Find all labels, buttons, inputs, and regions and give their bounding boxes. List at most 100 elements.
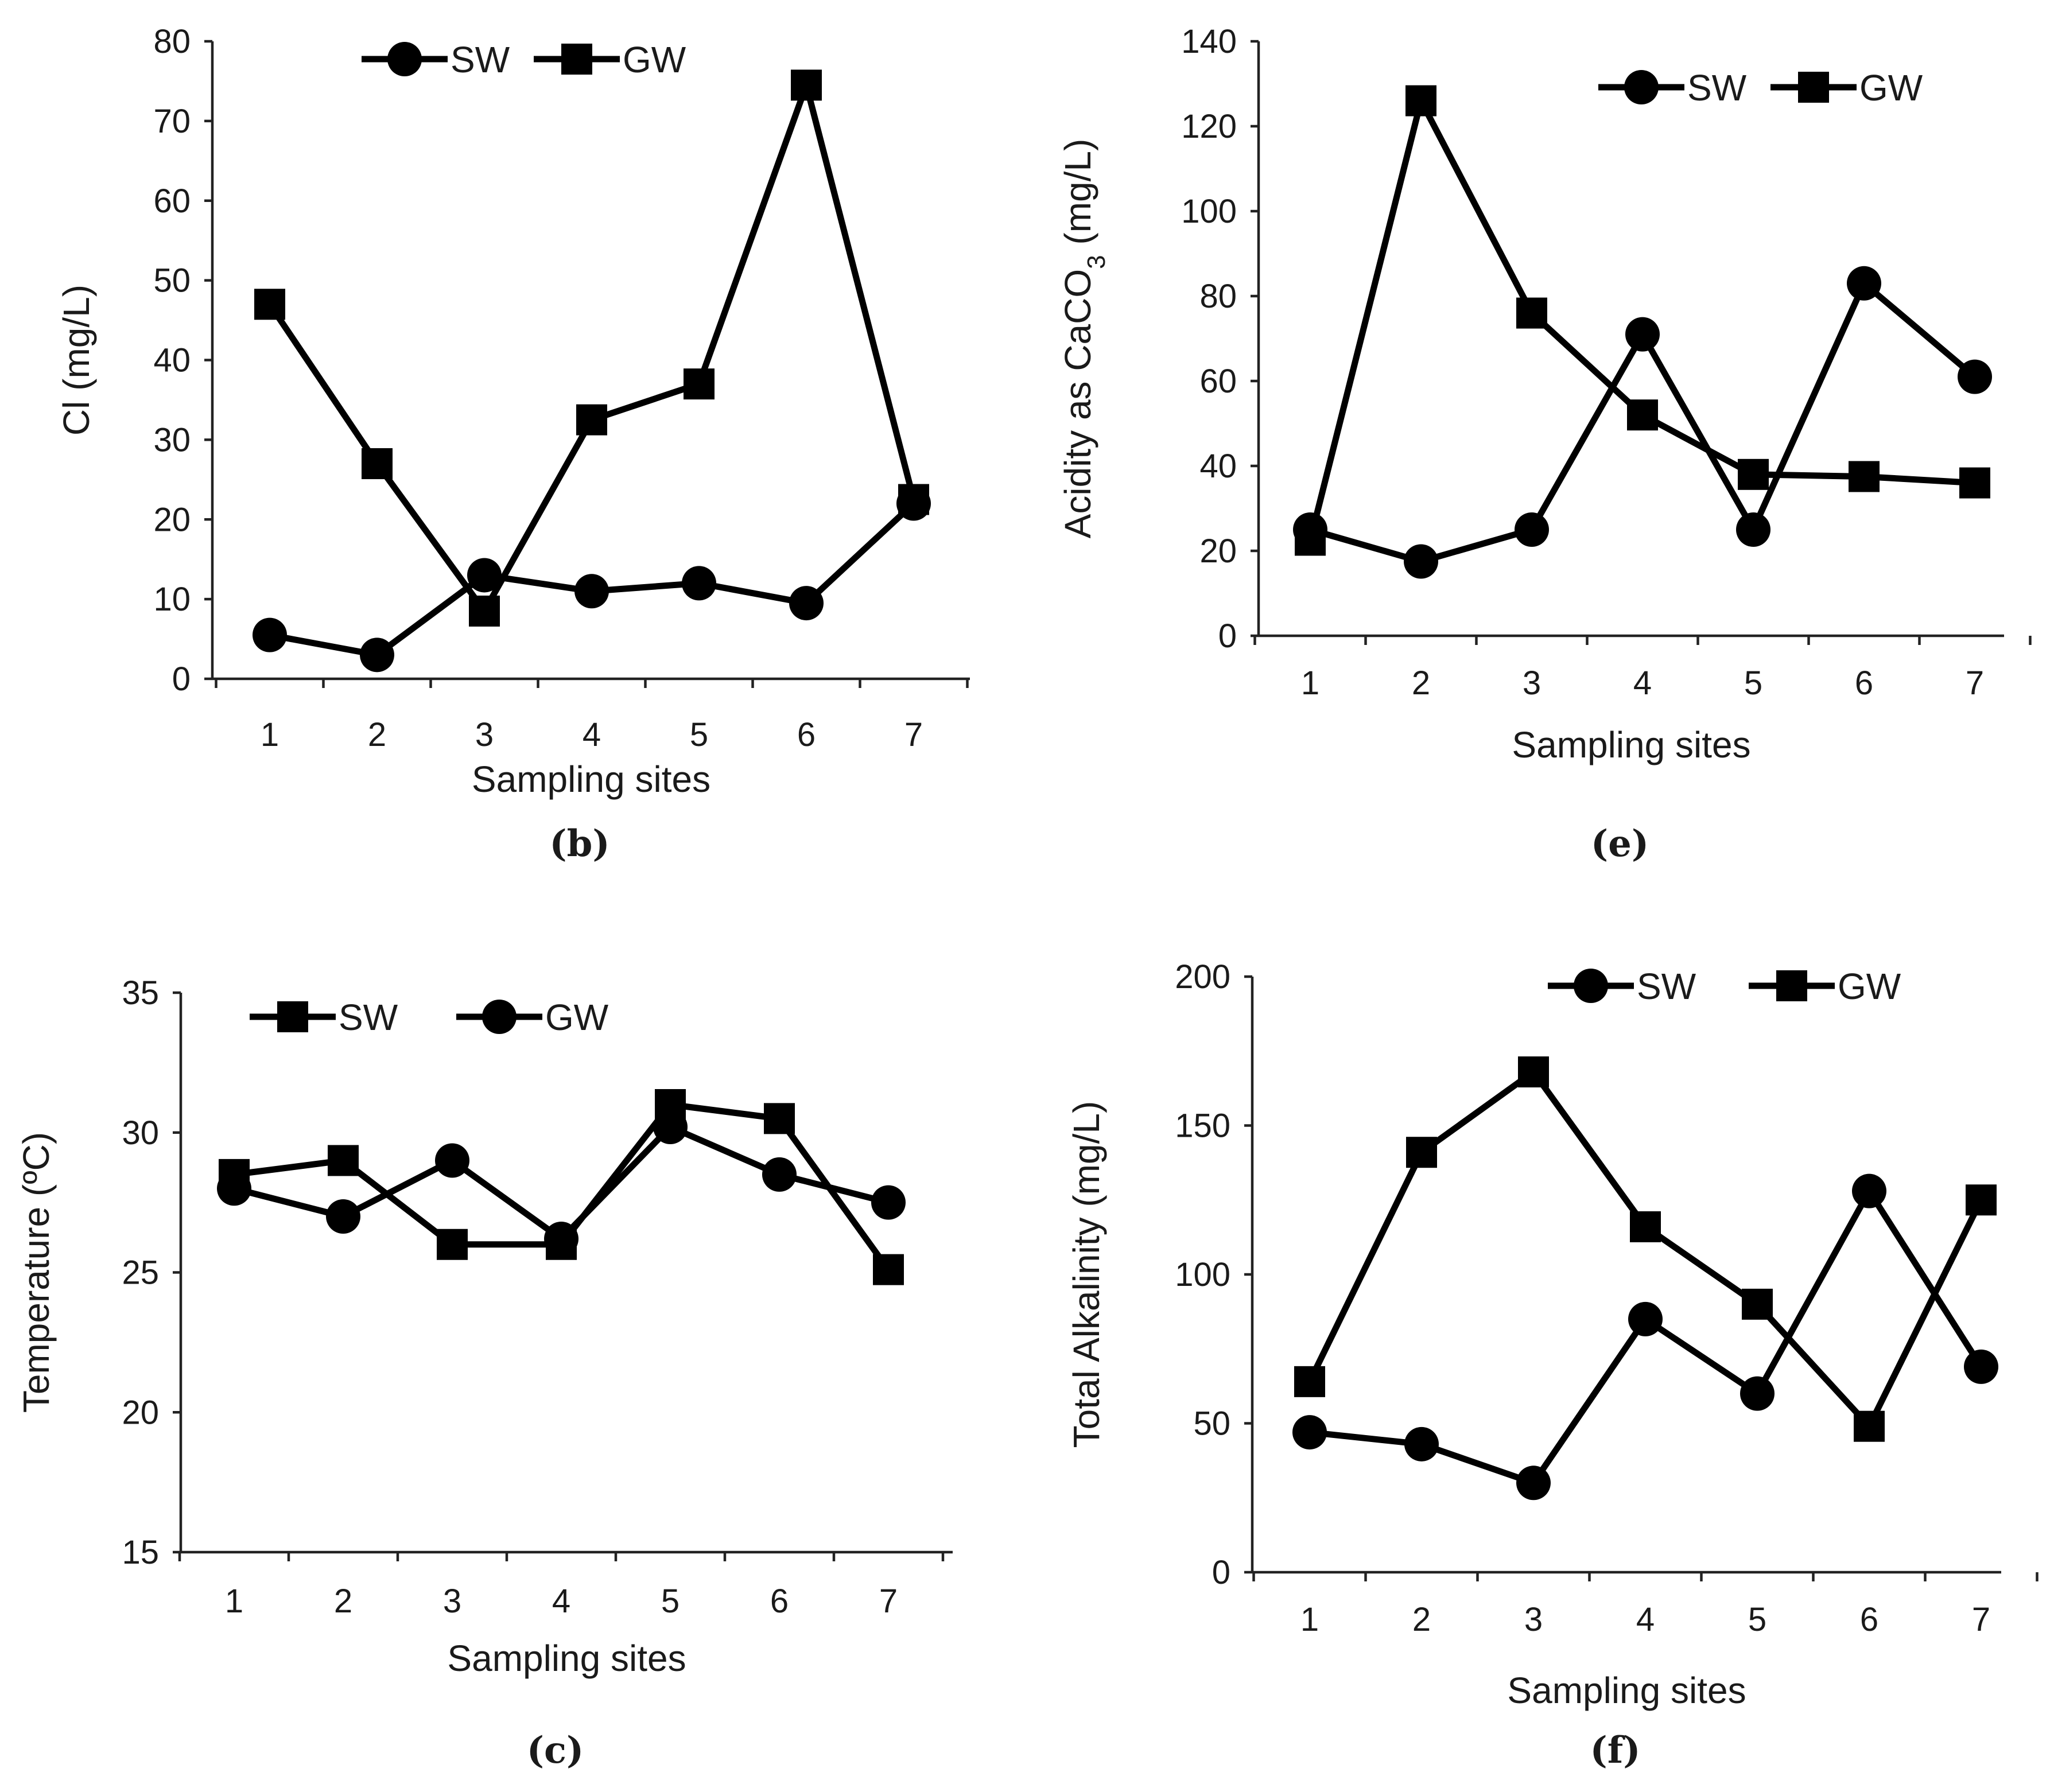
x-axis-title: Sampling sites <box>447 1638 686 1679</box>
data-point-gw <box>762 1157 797 1192</box>
x-axis-title: Sampling sites <box>1512 724 1750 765</box>
data-point-sw <box>574 574 609 609</box>
legend-label-gw: GW <box>623 39 686 80</box>
x-axis-title: Sampling sites <box>472 759 710 800</box>
x-tick-label: 2 <box>334 1583 352 1620</box>
data-point-gw <box>898 484 929 515</box>
x-tick-label: 3 <box>1523 664 1541 702</box>
y-tick-label: 40 <box>153 342 191 379</box>
y-tick-label: 80 <box>1199 278 1237 315</box>
data-point-sw <box>437 1229 468 1260</box>
data-point-gw <box>217 1171 251 1206</box>
y-tick-label: 0 <box>1212 1554 1230 1591</box>
panel-label: (f) <box>1590 1729 1640 1772</box>
data-point-sw <box>764 1103 795 1134</box>
y-tick-label: 80 <box>153 23 191 60</box>
x-tick-label: 5 <box>1748 1601 1766 1638</box>
panel-label: (c) <box>527 1729 584 1772</box>
data-point-sw <box>1628 1301 1663 1336</box>
y-tick-label: 35 <box>122 974 159 1012</box>
x-tick-label: 7 <box>1972 1601 1990 1638</box>
y-tick-label: 40 <box>1199 448 1237 485</box>
data-point-gw <box>684 368 715 400</box>
legend-label-sw: SW <box>1637 966 1696 1007</box>
y-axis-title-subscript: 3 <box>1082 255 1111 269</box>
x-tick-label: 4 <box>583 716 601 753</box>
x-tick-label: 3 <box>475 716 494 753</box>
y-axis-title: Total Alkalinity (mg/L) <box>1066 1101 1107 1448</box>
x-tick-label: 4 <box>552 1583 570 1620</box>
x-tick-label: 7 <box>879 1583 898 1620</box>
data-point-sw <box>1516 1466 1551 1501</box>
x-tick-label: 1 <box>225 1583 243 1620</box>
data-point-gw <box>1406 1137 1437 1168</box>
data-point-sw <box>328 1145 359 1176</box>
x-tick-label: 1 <box>1301 664 1319 702</box>
x-tick-label: 3 <box>443 1583 461 1620</box>
x-tick-label: 5 <box>690 716 708 753</box>
y-tick-label: 60 <box>1199 363 1237 400</box>
data-point-sw <box>253 617 287 652</box>
y-tick-label: 140 <box>1181 23 1237 60</box>
y-tick-label: 100 <box>1175 1256 1230 1293</box>
x-tick-label: 6 <box>1860 1601 1878 1638</box>
data-point-sw <box>467 558 502 593</box>
y-tick-label: 100 <box>1181 193 1237 230</box>
x-tick-label: 2 <box>1412 1601 1431 1638</box>
legend-label-gw: GW <box>1859 67 1923 108</box>
legend-label-sw: SW <box>339 997 398 1038</box>
data-point-sw <box>1964 1349 1998 1384</box>
y-axis-title-part: Cl (mg/L) <box>56 285 97 436</box>
data-point-gw <box>544 1222 578 1256</box>
data-point-sw <box>1404 1426 1439 1461</box>
data-point-sw <box>873 1254 904 1285</box>
legend-label-sw: SW <box>1687 67 1747 108</box>
data-point-gw <box>791 69 822 101</box>
x-tick-label: 5 <box>1744 664 1762 702</box>
data-point-gw <box>435 1143 469 1178</box>
y-axis-title-part: Acidity as CaCO <box>1057 269 1098 538</box>
data-point-sw <box>789 586 824 621</box>
y-tick-label: 20 <box>122 1394 159 1431</box>
x-tick-label: 6 <box>797 716 816 753</box>
y-axis-title-part: Total Alkalinity (mg/L) <box>1066 1101 1107 1448</box>
y-tick-label: 70 <box>153 103 191 140</box>
data-point-gw <box>1966 1184 1997 1216</box>
data-point-gw <box>1630 1211 1661 1242</box>
data-point-sw <box>1625 317 1660 352</box>
x-tick-label: 7 <box>1966 664 1984 702</box>
data-point-sw <box>1958 359 1992 394</box>
data-point-gw <box>1738 458 1769 490</box>
y-tick-label: 25 <box>122 1254 159 1292</box>
x-tick-label: 7 <box>904 716 923 753</box>
y-tick-label: 60 <box>153 182 191 220</box>
legend-marker-gw <box>561 44 592 75</box>
y-tick-label: 10 <box>153 581 191 618</box>
y-axis-title: Temperature (ºC) <box>15 1132 57 1413</box>
x-tick-label: 1 <box>261 716 279 753</box>
panel-label: (e) <box>1591 822 1649 865</box>
x-axis-title: Sampling sites <box>1507 1670 1746 1711</box>
y-tick-label: 15 <box>122 1534 159 1571</box>
x-tick-label: 5 <box>661 1583 680 1620</box>
x-tick-label: 3 <box>1524 1601 1543 1638</box>
y-tick-label: 50 <box>1193 1405 1230 1443</box>
legend-marker-gw <box>1776 970 1807 1001</box>
y-axis-title: Cl (mg/L) <box>56 285 97 436</box>
y-axis-title-part: Temperature (ºC) <box>15 1132 57 1413</box>
data-point-gw <box>326 1199 360 1234</box>
data-point-gw <box>254 289 285 320</box>
x-tick-label: 2 <box>1412 664 1430 702</box>
data-point-gw <box>1294 1366 1325 1397</box>
chart-panel-f: 0 50 100 150 200 1 2 3 4 5 6 7 SW GW Total Alkalini… <box>1066 958 2039 1772</box>
x-tick-label: 6 <box>770 1583 789 1620</box>
y-tick-label: 0 <box>1218 617 1237 655</box>
data-point-sw <box>682 566 716 601</box>
data-point-gw <box>1518 1056 1549 1088</box>
legend-marker-sw <box>1574 969 1608 1003</box>
legend-marker-sw <box>277 1001 308 1032</box>
y-axis-title: Acidity as CaCO3 (mg/L) <box>1057 139 1111 539</box>
panel-label: (b) <box>549 822 609 865</box>
data-point-sw <box>1852 1173 1886 1208</box>
y-tick-label: 120 <box>1181 108 1237 145</box>
